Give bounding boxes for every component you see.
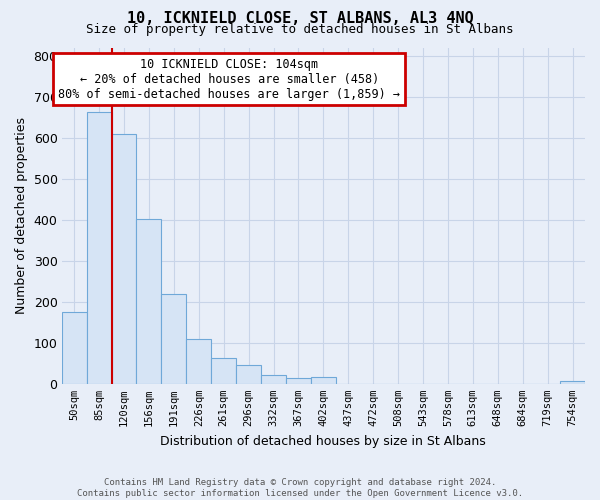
Text: 10 ICKNIELD CLOSE: 104sqm
← 20% of detached houses are smaller (458)
80% of semi: 10 ICKNIELD CLOSE: 104sqm ← 20% of detac… [58,58,400,100]
Text: Size of property relative to detached houses in St Albans: Size of property relative to detached ho… [86,22,514,36]
Bar [560,381,585,384]
Bar [62,312,86,384]
Bar [161,294,187,384]
Bar [311,377,336,384]
Y-axis label: Number of detached properties: Number of detached properties [15,117,28,314]
Bar [112,134,136,384]
Bar [236,364,261,384]
Bar [136,218,161,384]
Bar [86,112,112,384]
X-axis label: Distribution of detached houses by size in St Albans: Distribution of detached houses by size … [160,434,486,448]
Bar [187,338,211,384]
Bar [261,375,286,384]
Bar [286,378,311,384]
Bar [211,358,236,384]
Text: 10, ICKNIELD CLOSE, ST ALBANS, AL3 4NQ: 10, ICKNIELD CLOSE, ST ALBANS, AL3 4NQ [127,11,473,26]
Text: Contains HM Land Registry data © Crown copyright and database right 2024.
Contai: Contains HM Land Registry data © Crown c… [77,478,523,498]
